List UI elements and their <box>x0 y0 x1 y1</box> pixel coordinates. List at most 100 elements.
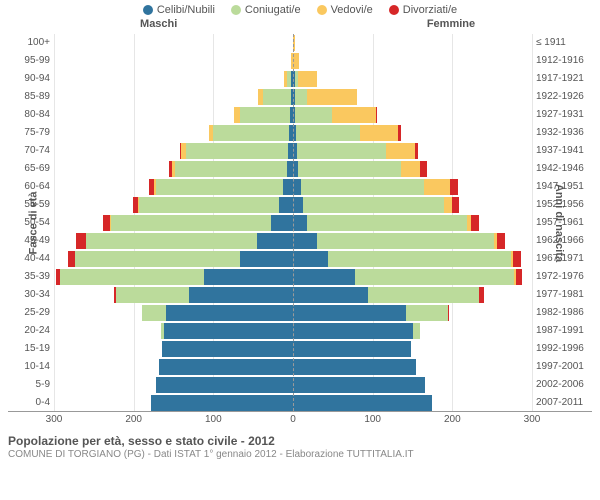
legend-item: Divorziati/e <box>389 4 457 16</box>
header-male: Maschi <box>140 18 177 30</box>
bar-segment-female <box>293 269 355 285</box>
x-tick-label: 0 <box>290 414 296 425</box>
bar-segment-male <box>180 143 182 159</box>
birth-year-label: 1987-1991 <box>536 322 592 340</box>
bar-segment-male <box>175 161 287 177</box>
bar-segment-male <box>116 287 189 303</box>
bar-segment-male <box>139 197 278 213</box>
bar-segment-male <box>156 179 283 195</box>
bar-segment-female <box>401 161 420 177</box>
plot-area: Fasce di età Anni di nascita 100+≤ 19119… <box>8 34 592 412</box>
bar-segment-female <box>293 215 307 231</box>
age-label: 55-59 <box>8 196 50 214</box>
legend: Celibi/Nubili Coniugati/e Vedovi/e Divorzia… <box>8 4 592 16</box>
birth-year-label: 1972-1976 <box>536 268 592 286</box>
bar-segment-male <box>56 269 61 285</box>
bar-segment-female <box>332 107 376 123</box>
bar-segment-female <box>452 197 458 213</box>
birth-year-label: 1917-1921 <box>536 70 592 88</box>
birth-year-label: 1982-1986 <box>536 304 592 322</box>
bar-segment-female <box>513 251 521 267</box>
bar-segment-male <box>181 143 186 159</box>
bar-segment-female <box>296 125 360 141</box>
bar-segment-female <box>303 197 445 213</box>
age-label: 30-34 <box>8 286 50 304</box>
birth-year-label: 1957-1961 <box>536 214 592 232</box>
header-female: Femmine <box>427 18 475 30</box>
bar-segment-male <box>161 323 164 339</box>
bar-segment-female <box>307 215 466 231</box>
bar-segment-female <box>293 377 425 393</box>
bar-segment-female <box>298 71 317 87</box>
x-tick-label: 300 <box>524 414 541 425</box>
caption-title: Popolazione per età, sesso e stato civil… <box>8 434 592 448</box>
legend-label: Coniugati/e <box>245 4 301 16</box>
age-row: 90-941917-1921 <box>8 70 592 88</box>
bar-segment-female <box>420 161 426 177</box>
age-row: 60-641947-1951 <box>8 178 592 196</box>
birth-year-label: 1942-1946 <box>536 160 592 178</box>
age-label: 75-79 <box>8 124 50 142</box>
bar-segment-female <box>293 359 416 375</box>
bar-segment-male <box>172 161 175 177</box>
age-label: 10-14 <box>8 358 50 376</box>
age-row: 20-241987-1991 <box>8 322 592 340</box>
bar-segment-female <box>376 107 378 123</box>
bar-segment-male <box>154 179 156 195</box>
bar-segment-female <box>424 179 449 195</box>
bar-segment-male <box>284 71 287 87</box>
bar-segment-male <box>257 233 293 249</box>
age-row: 80-841927-1931 <box>8 106 592 124</box>
birth-year-label: 1952-1956 <box>536 196 592 214</box>
legend-item: Celibi/Nubili <box>143 4 215 16</box>
age-row: 85-89 1922-1926 <box>8 88 592 106</box>
bar-segment-female <box>406 305 447 321</box>
birth-year-label: 1997-2001 <box>536 358 592 376</box>
bar-segment-female <box>448 305 450 321</box>
age-row: 45-491962-1966 <box>8 232 592 250</box>
bar-segment-female <box>293 341 411 357</box>
x-axis: 3002001000100200300 <box>8 412 592 428</box>
bar-segment-male <box>240 251 293 267</box>
bar-segment-female <box>293 323 413 339</box>
bar-segment-female <box>450 179 458 195</box>
birth-year-label: 1922-1926 <box>536 88 592 106</box>
birth-year-label: 1977-1981 <box>536 286 592 304</box>
legend-label: Celibi/Nubili <box>157 4 215 16</box>
age-label: 40-44 <box>8 250 50 268</box>
bar-segment-male <box>263 89 291 105</box>
bar-segment-male <box>86 233 257 249</box>
age-row: 40-441967-1971 <box>8 250 592 268</box>
age-row: 30-34 1977-1981 <box>8 286 592 304</box>
bar-segment-male <box>133 197 138 213</box>
age-row: 95-991912-1916 <box>8 52 592 70</box>
bar-segment-male <box>213 125 289 141</box>
bar-segment-female <box>293 233 317 249</box>
age-row: 25-291982-1986 <box>8 304 592 322</box>
x-tick-label: 100 <box>205 414 222 425</box>
age-label: 65-69 <box>8 160 50 178</box>
bar-segment-female <box>293 395 432 411</box>
bar-segment-male <box>149 179 154 195</box>
bar-segment-male <box>258 89 263 105</box>
legend-swatch <box>143 5 153 15</box>
legend-swatch <box>389 5 399 15</box>
legend-label: Vedovi/e <box>331 4 373 16</box>
x-tick-label: 100 <box>364 414 381 425</box>
bar-segment-female <box>355 269 514 285</box>
bar-segment-female <box>516 269 522 285</box>
age-row: 65-69 1942-1946 <box>8 160 592 178</box>
bar-segment-male <box>114 287 116 303</box>
bar-segment-male <box>209 125 214 141</box>
age-label: 35-39 <box>8 268 50 286</box>
bar-segment-male <box>271 215 293 231</box>
bar-segment-female <box>444 197 452 213</box>
bar-segment-male <box>68 251 74 267</box>
birth-year-label: 1962-1966 <box>536 232 592 250</box>
bar-segment-male <box>240 107 289 123</box>
zero-line <box>293 34 294 411</box>
age-label: 85-89 <box>8 88 50 106</box>
age-row: 0-42007-2011 <box>8 394 592 412</box>
bar-segment-male <box>169 161 172 177</box>
bar-segment-male <box>186 143 288 159</box>
